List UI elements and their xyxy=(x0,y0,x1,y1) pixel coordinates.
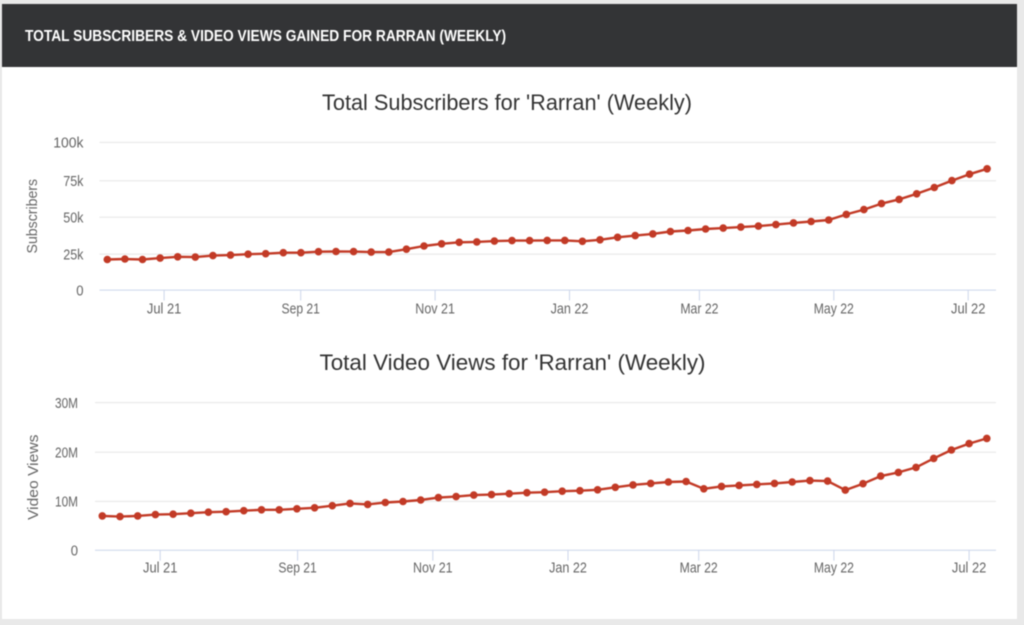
svg-text:Jul 21: Jul 21 xyxy=(143,560,177,576)
svg-text:Total Subscribers for 'Rarran': Total Subscribers for 'Rarran' (Weekly) xyxy=(322,90,692,115)
svg-text:20M: 20M xyxy=(55,445,78,461)
svg-text:0: 0 xyxy=(71,544,78,560)
svg-text:Nov 21: Nov 21 xyxy=(415,301,455,317)
svg-text:Subscribers: Subscribers xyxy=(25,179,41,254)
svg-text:25k: 25k xyxy=(63,247,84,263)
svg-text:Mar 22: Mar 22 xyxy=(680,301,718,317)
svg-text:Jul 22: Jul 22 xyxy=(951,301,985,317)
svg-text:0: 0 xyxy=(76,283,83,299)
svg-text:30M: 30M xyxy=(55,396,78,412)
svg-text:May 22: May 22 xyxy=(814,560,854,576)
svg-text:50k: 50k xyxy=(63,210,84,226)
svg-text:May 22: May 22 xyxy=(814,301,854,317)
svg-text:Jan 22: Jan 22 xyxy=(551,301,589,317)
svg-text:75k: 75k xyxy=(63,174,84,190)
svg-text:Jul 22: Jul 22 xyxy=(952,560,986,576)
svg-text:Sep 21: Sep 21 xyxy=(282,301,320,317)
svg-text:Jul 21: Jul 21 xyxy=(147,301,181,317)
svg-text:Nov 21: Nov 21 xyxy=(413,560,453,576)
svg-text:Mar 22: Mar 22 xyxy=(680,560,718,576)
svg-text:100k: 100k xyxy=(53,136,84,152)
svg-text:Jan 22: Jan 22 xyxy=(549,560,587,576)
svg-text:Total Video Views for 'Rarran': Total Video Views for 'Rarran' (Weekly) xyxy=(320,350,706,375)
svg-text:10M: 10M xyxy=(55,495,78,511)
svg-text:Video Views: Video Views xyxy=(26,435,42,521)
svg-text:Sep 21: Sep 21 xyxy=(278,560,316,576)
